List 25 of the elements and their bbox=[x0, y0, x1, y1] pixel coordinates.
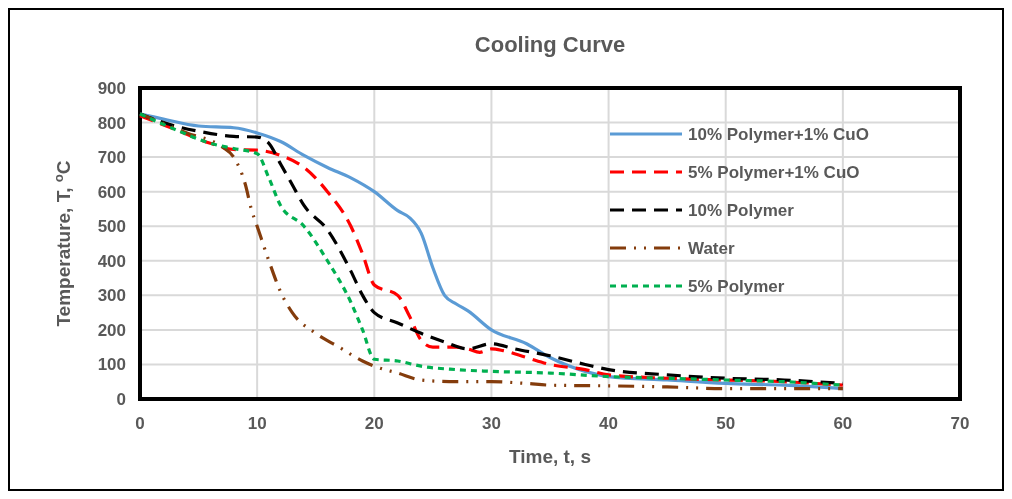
x-axis-title: Time, t, s bbox=[508, 446, 592, 467]
legend-label: 10% Polymer+1% CuO bbox=[688, 125, 869, 144]
x-tick-label: 10 bbox=[247, 414, 267, 433]
y-tick-label: 0 bbox=[116, 390, 126, 409]
x-tick-label: 70 bbox=[950, 414, 970, 433]
chart-title: Cooling Curve bbox=[474, 32, 626, 57]
x-tick-label: 20 bbox=[364, 414, 384, 433]
y-tick-label: 400 bbox=[97, 251, 126, 271]
x-tick-label: 60 bbox=[833, 414, 853, 433]
x-tick-label: 40 bbox=[599, 414, 619, 433]
legend-label: Water bbox=[688, 239, 735, 258]
y-tick-label: 500 bbox=[97, 217, 126, 237]
y-tick-label: 300 bbox=[97, 286, 126, 306]
y-tick-label: 900 bbox=[97, 79, 126, 98]
legend-label: 5% Polymer+1% CuO bbox=[688, 163, 860, 182]
y-tick-label: 700 bbox=[97, 148, 126, 168]
x-tick-label: 30 bbox=[481, 414, 501, 433]
y-tick-label: 100 bbox=[97, 355, 126, 375]
y-tick-label: 600 bbox=[97, 182, 126, 202]
x-tick-label: 50 bbox=[716, 414, 736, 433]
y-tick-label: 800 bbox=[97, 113, 126, 133]
x-tick-label: 0 bbox=[135, 414, 145, 433]
y-tick-label: 200 bbox=[97, 320, 126, 340]
legend-label: 10% Polymer bbox=[688, 201, 795, 220]
legend-label: 5% Polymer bbox=[688, 277, 785, 296]
